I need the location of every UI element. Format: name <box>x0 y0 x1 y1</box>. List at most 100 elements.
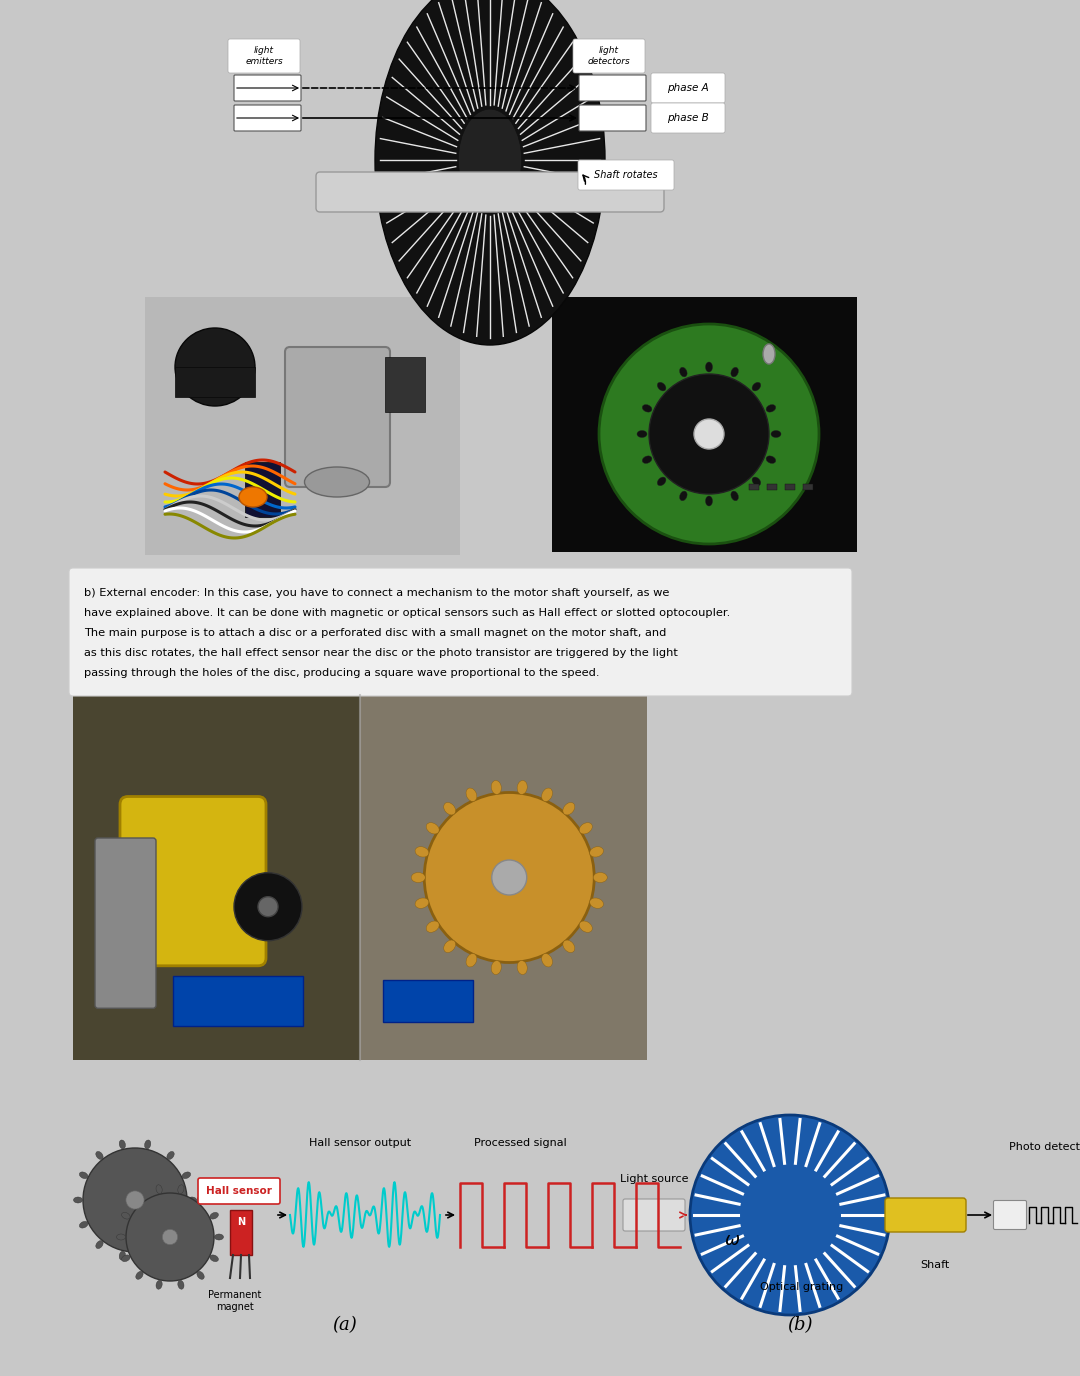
Ellipse shape <box>239 487 267 506</box>
Ellipse shape <box>197 1194 204 1203</box>
Bar <box>73 695 647 1060</box>
Ellipse shape <box>643 455 652 464</box>
Text: Photo detector: Photo detector <box>1009 1142 1080 1152</box>
Ellipse shape <box>599 323 819 544</box>
Text: (a): (a) <box>333 1315 357 1333</box>
FancyBboxPatch shape <box>120 797 266 966</box>
Text: phase A: phase A <box>667 83 708 94</box>
Text: light
detectors: light detectors <box>588 47 631 66</box>
Ellipse shape <box>563 940 575 952</box>
Ellipse shape <box>136 1271 144 1280</box>
Ellipse shape <box>145 1251 151 1260</box>
Ellipse shape <box>579 823 592 834</box>
FancyBboxPatch shape <box>316 172 664 212</box>
FancyBboxPatch shape <box>95 838 156 1009</box>
Text: Shaft: Shaft <box>920 1260 949 1270</box>
Bar <box>750 484 759 490</box>
Text: have explained above. It can be done with magnetic or optical sensors such as Ha: have explained above. It can be done wit… <box>84 608 730 618</box>
Bar <box>767 484 777 490</box>
Ellipse shape <box>156 1185 162 1193</box>
Text: Permanent
magnet: Permanent magnet <box>208 1291 261 1311</box>
Ellipse shape <box>175 327 255 406</box>
Ellipse shape <box>705 362 713 372</box>
Ellipse shape <box>197 1271 204 1280</box>
Ellipse shape <box>210 1212 218 1219</box>
FancyBboxPatch shape <box>623 1198 685 1232</box>
Text: as this disc rotates, the hall effect sensor near the disc or the photo transist: as this disc rotates, the hall effect se… <box>84 648 678 658</box>
Text: phase B: phase B <box>667 113 708 122</box>
Ellipse shape <box>771 431 781 438</box>
Ellipse shape <box>80 1172 87 1179</box>
Ellipse shape <box>73 1197 82 1203</box>
Ellipse shape <box>210 1255 218 1262</box>
Ellipse shape <box>305 466 369 497</box>
Ellipse shape <box>411 872 426 882</box>
Ellipse shape <box>563 802 575 815</box>
Ellipse shape <box>167 1152 174 1160</box>
Bar <box>230 1210 252 1255</box>
Ellipse shape <box>590 899 604 908</box>
Ellipse shape <box>258 897 278 916</box>
Ellipse shape <box>542 954 553 967</box>
Ellipse shape <box>234 872 302 941</box>
Ellipse shape <box>119 1139 125 1149</box>
Ellipse shape <box>415 899 429 908</box>
Bar <box>175 367 255 398</box>
Ellipse shape <box>491 780 501 794</box>
Ellipse shape <box>731 367 739 377</box>
Ellipse shape <box>444 802 456 815</box>
Ellipse shape <box>122 1255 130 1262</box>
Ellipse shape <box>145 1139 151 1149</box>
Ellipse shape <box>637 431 647 438</box>
Ellipse shape <box>766 455 775 464</box>
Ellipse shape <box>752 383 760 391</box>
FancyBboxPatch shape <box>579 105 646 131</box>
Ellipse shape <box>136 1194 144 1203</box>
Text: Light source: Light source <box>620 1174 688 1183</box>
Ellipse shape <box>517 780 527 794</box>
Ellipse shape <box>188 1197 197 1203</box>
Ellipse shape <box>458 109 522 211</box>
FancyBboxPatch shape <box>579 76 646 100</box>
Ellipse shape <box>122 1212 130 1219</box>
Ellipse shape <box>491 960 501 974</box>
Ellipse shape <box>467 788 477 801</box>
Ellipse shape <box>126 1193 214 1281</box>
Ellipse shape <box>162 1229 178 1245</box>
Ellipse shape <box>517 960 527 974</box>
Bar <box>245 462 280 517</box>
FancyBboxPatch shape <box>228 39 300 73</box>
Bar <box>384 356 426 411</box>
Ellipse shape <box>593 872 607 882</box>
Bar <box>360 695 647 1060</box>
Ellipse shape <box>658 383 666 391</box>
Ellipse shape <box>375 0 605 345</box>
FancyBboxPatch shape <box>234 76 301 100</box>
Ellipse shape <box>690 1115 890 1315</box>
Ellipse shape <box>183 1172 190 1179</box>
Text: N: N <box>237 1216 245 1227</box>
FancyBboxPatch shape <box>573 39 645 73</box>
Bar <box>804 484 813 490</box>
Bar <box>785 484 795 490</box>
Ellipse shape <box>752 477 760 486</box>
Text: Hall sensor output: Hall sensor output <box>309 1138 411 1148</box>
Ellipse shape <box>427 921 440 933</box>
Ellipse shape <box>178 1280 184 1289</box>
Ellipse shape <box>183 1222 190 1227</box>
Ellipse shape <box>126 1190 144 1210</box>
Text: passing through the holes of the disc, producing a square wave proportional to t: passing through the holes of the disc, p… <box>84 667 599 678</box>
Text: Optical grating: Optical grating <box>760 1282 843 1292</box>
Ellipse shape <box>427 823 440 834</box>
Bar <box>173 976 303 1026</box>
Ellipse shape <box>705 495 713 506</box>
Ellipse shape <box>178 1185 184 1193</box>
Ellipse shape <box>415 846 429 857</box>
Bar <box>73 695 360 1060</box>
Ellipse shape <box>80 1222 87 1227</box>
Text: ω: ω <box>725 1232 740 1249</box>
FancyBboxPatch shape <box>578 160 674 190</box>
Ellipse shape <box>444 940 456 952</box>
Ellipse shape <box>679 367 687 377</box>
Ellipse shape <box>467 954 477 967</box>
